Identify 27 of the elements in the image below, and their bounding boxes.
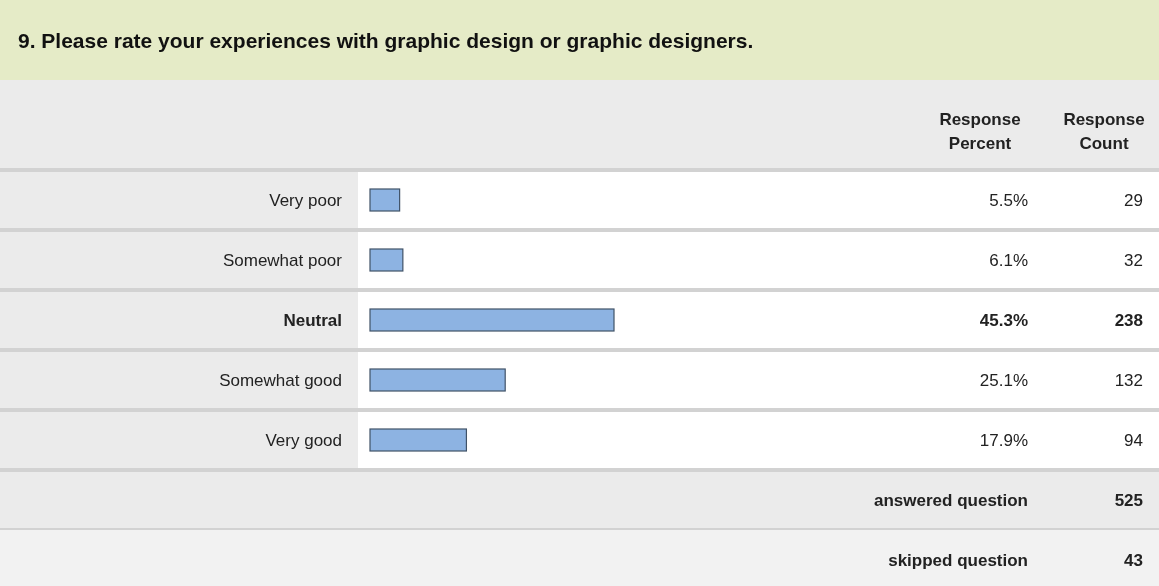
y-tick-label: Somewhat poor — [222, 251, 343, 270]
text: skipped question — [888, 551, 1028, 570]
data-label: 25.1% — [979, 371, 1028, 390]
text: 32 — [1124, 251, 1143, 270]
data-label: 45.3% — [979, 311, 1028, 330]
text: 29 — [1124, 191, 1143, 210]
bar — [369, 248, 404, 272]
bar — [369, 368, 506, 392]
text: 132 — [1114, 371, 1143, 390]
data-label: 17.9% — [979, 431, 1028, 450]
text: Response Count — [1063, 110, 1145, 153]
y-tick-label: Very good — [265, 431, 342, 450]
bar — [369, 428, 468, 452]
chart-title: 9. Please rate your experiences with graphic design or graphic designers. — [18, 29, 754, 52]
data-label: 6.1% — [989, 251, 1028, 270]
text: 238 — [1114, 311, 1143, 330]
text: Response Percent — [939, 110, 1021, 153]
bar — [369, 308, 615, 332]
y-tick-label: Neutral — [283, 311, 342, 330]
y-tick-label: Somewhat good — [219, 371, 342, 390]
text: 43 — [1124, 551, 1143, 570]
text: 525 — [1114, 491, 1143, 510]
y-tick-label: Very poor — [269, 191, 343, 210]
data-label: 5.5% — [989, 191, 1028, 210]
text: 94 — [1124, 431, 1143, 450]
text: answered question — [874, 491, 1028, 510]
bar — [369, 188, 401, 212]
